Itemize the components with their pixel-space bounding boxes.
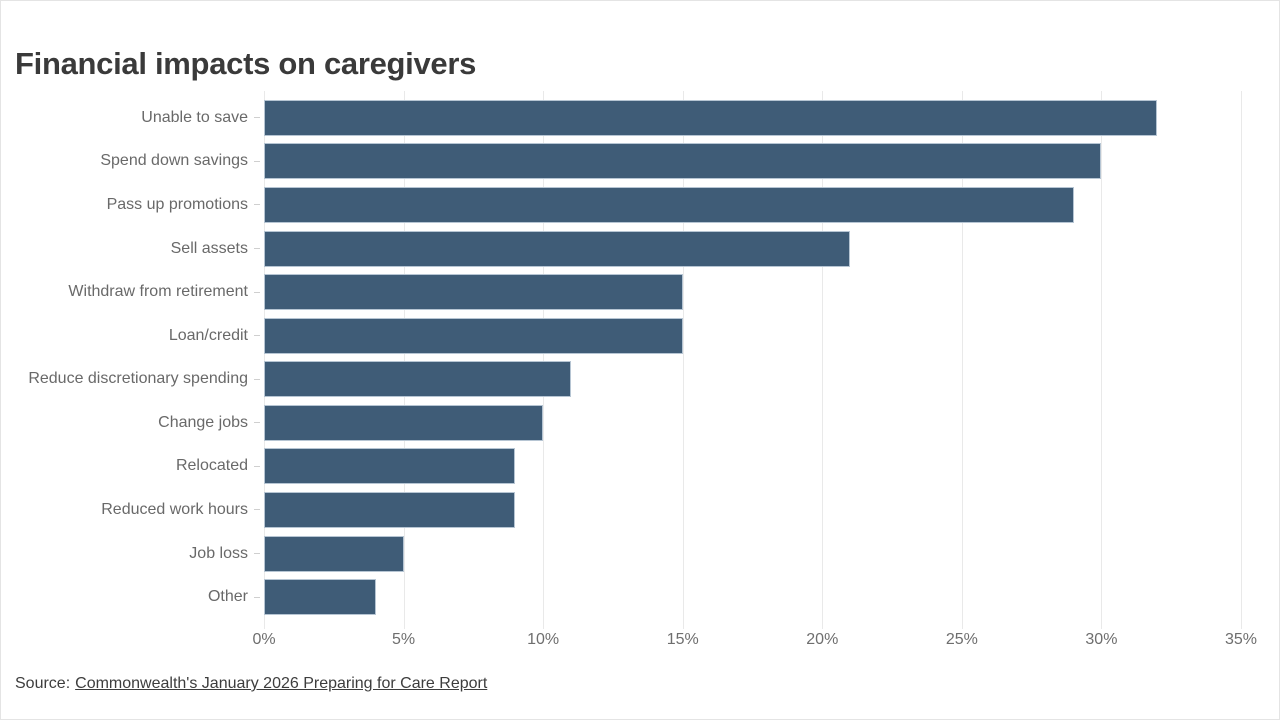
x-axis-tick-label: 0% [252, 631, 276, 648]
category-labels-column: Unable to save Spend down savings Pass up … [1, 96, 260, 619]
bar-relocated [264, 448, 516, 485]
category-tick-mark [254, 553, 260, 555]
bar-pass-up-promotions [264, 186, 1074, 223]
bar-row [264, 357, 1241, 401]
x-axis-tick-label: 5% [392, 631, 416, 648]
category-tick-mark [254, 465, 260, 467]
page-title: Financial impacts on caregivers [15, 45, 477, 81]
category-tick-mark [254, 248, 260, 250]
category-label-row: Other [1, 575, 260, 619]
category-tick-mark [254, 509, 260, 511]
bar-reduced-work-hours [264, 491, 516, 528]
category-label-row: Reduced work hours [1, 488, 260, 532]
source-line: Source: Commonwealth's January 2026 Prepa… [15, 675, 487, 693]
bar-row [264, 183, 1241, 227]
category-label-row: Pass up promotions [1, 183, 260, 227]
category-label: Other [207, 588, 248, 606]
category-tick-mark [254, 204, 260, 206]
bar-row [264, 270, 1241, 314]
category-tick-mark [254, 596, 260, 598]
category-label: Spend down savings [100, 152, 248, 170]
category-label-row: Unable to save [1, 96, 260, 140]
bar-row [264, 532, 1241, 576]
category-label: Reduce discretionary spending [28, 370, 248, 388]
x-axis-tick-label: 25% [945, 631, 978, 648]
bar-withdraw-from-retirement [264, 274, 683, 311]
category-label-row: Change jobs [1, 401, 260, 445]
x-axis-tick-label: 15% [666, 631, 699, 648]
category-label: Relocated [175, 457, 248, 475]
category-label: Job loss [189, 544, 248, 562]
category-tick-mark [254, 291, 260, 293]
bar-row [264, 488, 1241, 532]
category-label-row: Spend down savings [1, 140, 260, 184]
category-label-row: Loan/credit [1, 314, 260, 358]
bar-row [264, 445, 1241, 489]
bar-row [264, 227, 1241, 271]
gridline [682, 91, 684, 629]
bar-change-jobs [264, 404, 544, 441]
gridline [264, 91, 265, 629]
x-axis-tick-label: 35% [1224, 631, 1258, 648]
bar-chart: Unable to save Spend down savings Pass up … [1, 91, 1280, 629]
x-axis: 0% 5% 10% 15% 20% 25% 30% 35% [252, 631, 1257, 653]
bar-loan-credit [264, 317, 683, 354]
bar-row [264, 314, 1241, 358]
category-label-row: Withdraw from retirement [1, 270, 260, 314]
category-label: Change jobs [158, 413, 248, 431]
bar-rows [264, 96, 1241, 619]
bar-job-loss [264, 535, 404, 572]
bar-row [264, 401, 1241, 445]
bar-row [264, 140, 1241, 184]
gridline [403, 91, 405, 629]
bar-reduce-discretionary-spending [264, 361, 572, 398]
category-label: Reduced work hours [101, 500, 248, 518]
category-label: Sell assets [170, 239, 248, 257]
category-tick-mark [254, 117, 260, 119]
category-label-row: Job loss [1, 532, 260, 576]
bar-row [264, 575, 1241, 619]
category-tick-mark [254, 160, 260, 162]
category-label: Unable to save [141, 108, 248, 126]
category-label-row: Relocated [1, 445, 260, 489]
category-tick-mark [254, 378, 260, 380]
source-link[interactable]: Commonwealth's January 2026 Preparing fo… [75, 675, 488, 692]
category-label: Withdraw from retirement [68, 283, 248, 301]
x-axis-tick-label: 30% [1085, 631, 1118, 648]
gridline [1241, 91, 1242, 629]
gridline [1101, 91, 1103, 629]
category-label: Loan/credit [168, 326, 248, 344]
category-tick-mark [254, 422, 260, 424]
x-axis-tick-label: 10% [527, 631, 560, 648]
bar-unable-to-save [264, 99, 1158, 136]
source-label: Source: [15, 675, 71, 692]
bar-row [264, 96, 1241, 140]
bar-sell-assets [264, 230, 851, 267]
category-tick-mark [254, 335, 260, 337]
gridline [961, 91, 963, 629]
category-label-row: Reduce discretionary spending [1, 357, 260, 401]
chart-plot-area [264, 91, 1242, 629]
bar-other [264, 579, 376, 616]
gridline [822, 91, 824, 629]
x-axis-tick-label: 20% [806, 631, 839, 648]
category-label: Pass up promotions [106, 195, 248, 213]
bar-spend-down-savings [264, 143, 1102, 180]
category-label-row: Sell assets [1, 227, 260, 271]
gridline [543, 91, 545, 629]
